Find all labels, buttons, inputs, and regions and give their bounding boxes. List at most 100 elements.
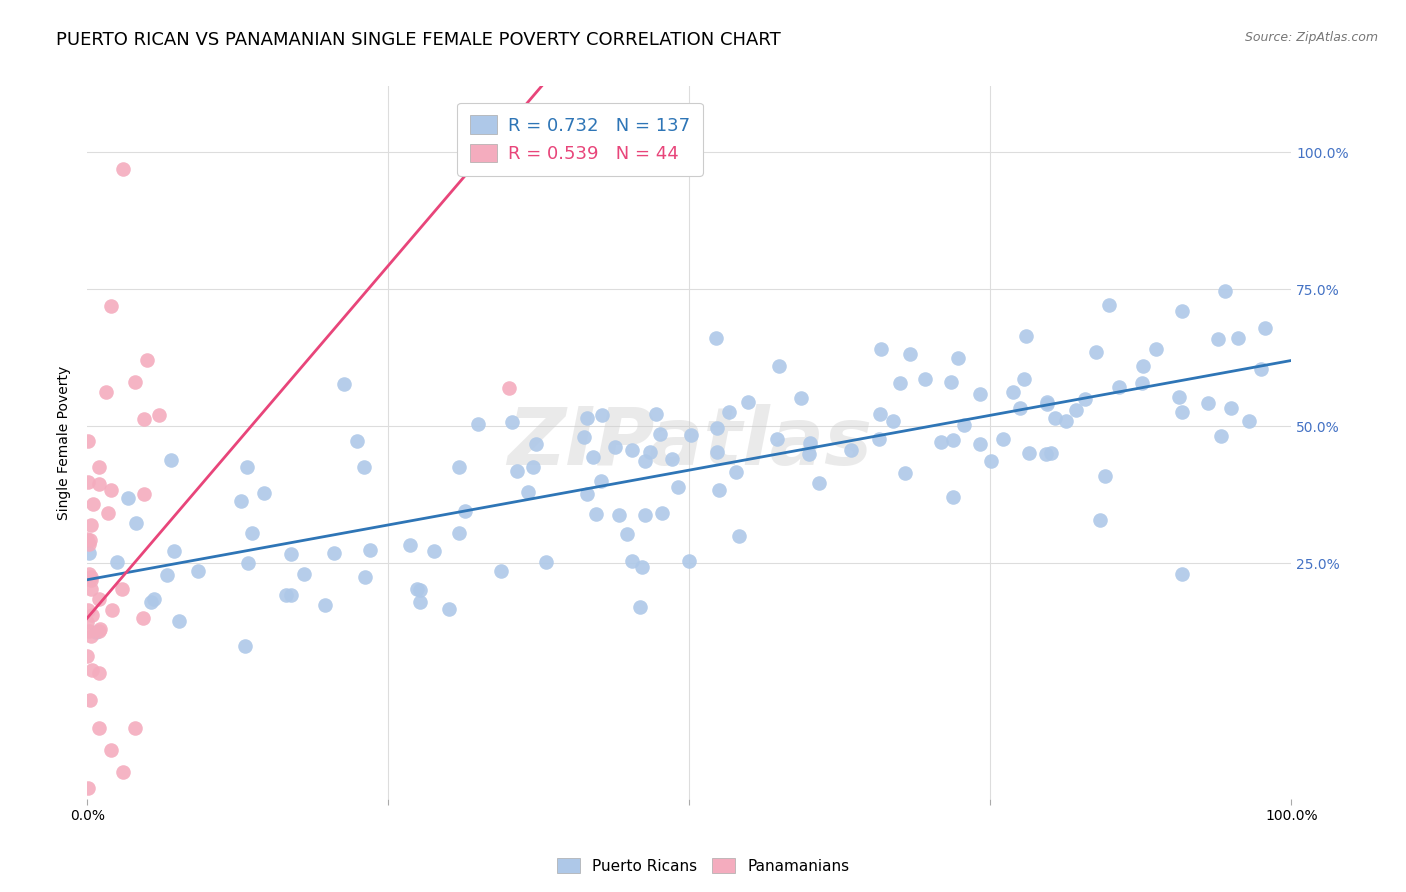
Point bbox=[112, 764, 135, 779]
Point bbox=[969, 437, 991, 451]
Point bbox=[353, 460, 375, 475]
Point bbox=[870, 343, 893, 357]
Point bbox=[132, 412, 155, 426]
Point bbox=[76, 649, 98, 664]
Point bbox=[648, 426, 671, 441]
Point bbox=[575, 411, 598, 425]
Point bbox=[359, 543, 381, 558]
Point bbox=[454, 504, 477, 518]
Point bbox=[765, 433, 787, 447]
Point bbox=[1064, 403, 1087, 417]
Point bbox=[589, 474, 612, 488]
Point bbox=[616, 526, 638, 541]
Point bbox=[155, 568, 177, 582]
Point bbox=[1171, 304, 1194, 318]
Point bbox=[76, 532, 98, 546]
Point bbox=[76, 434, 98, 449]
Point bbox=[1035, 447, 1057, 461]
Legend: R = 0.732   N = 137, R = 0.539   N = 44: R = 0.732 N = 137, R = 0.539 N = 44 bbox=[457, 103, 703, 176]
Point bbox=[591, 409, 613, 423]
Point bbox=[408, 595, 430, 609]
Point bbox=[585, 507, 607, 521]
Point bbox=[89, 721, 111, 735]
Point bbox=[799, 447, 821, 461]
Point bbox=[134, 486, 156, 500]
Point bbox=[333, 377, 356, 392]
Point bbox=[534, 555, 557, 569]
Point bbox=[235, 459, 257, 474]
Text: PUERTO RICAN VS PANAMANIAN SINGLE FEMALE POVERTY CORRELATION CHART: PUERTO RICAN VS PANAMANIAN SINGLE FEMALE… bbox=[56, 31, 780, 49]
Point bbox=[894, 466, 917, 480]
Point bbox=[678, 554, 700, 568]
Point bbox=[1074, 392, 1097, 406]
Point bbox=[167, 615, 190, 629]
Point bbox=[79, 693, 101, 707]
Point bbox=[640, 444, 662, 458]
Point bbox=[148, 409, 170, 423]
Point bbox=[322, 545, 344, 559]
Point bbox=[634, 508, 657, 522]
Point bbox=[467, 417, 489, 431]
Point bbox=[991, 432, 1014, 446]
Point bbox=[1010, 401, 1032, 415]
Point bbox=[1198, 396, 1220, 410]
Point bbox=[187, 564, 209, 578]
Point bbox=[124, 376, 146, 390]
Point bbox=[516, 485, 538, 500]
Point bbox=[574, 430, 596, 444]
Point bbox=[882, 414, 904, 428]
Point bbox=[620, 443, 643, 458]
Point bbox=[666, 480, 689, 494]
Point bbox=[808, 476, 831, 491]
Point bbox=[1012, 371, 1035, 385]
Point bbox=[100, 299, 122, 313]
Text: Source: ZipAtlas.com: Source: ZipAtlas.com bbox=[1244, 31, 1378, 45]
Point bbox=[77, 780, 100, 795]
Point bbox=[159, 453, 181, 467]
Point bbox=[233, 639, 256, 653]
Point bbox=[1211, 428, 1233, 442]
Point bbox=[869, 408, 891, 422]
Point bbox=[112, 161, 135, 176]
Point bbox=[84, 624, 107, 639]
Point bbox=[1015, 328, 1038, 343]
Point bbox=[582, 450, 605, 464]
Point bbox=[100, 742, 122, 756]
Point bbox=[280, 547, 302, 561]
Point bbox=[89, 624, 111, 639]
Point bbox=[1220, 401, 1243, 415]
Point bbox=[77, 537, 100, 551]
Point bbox=[1171, 405, 1194, 419]
Point bbox=[117, 491, 139, 505]
Point bbox=[706, 421, 728, 435]
Point bbox=[1130, 376, 1153, 391]
Point bbox=[607, 508, 630, 522]
Point bbox=[953, 417, 976, 432]
Point bbox=[89, 622, 111, 636]
Point bbox=[82, 607, 104, 622]
Point bbox=[489, 564, 512, 578]
Point bbox=[645, 407, 668, 421]
Point bbox=[143, 591, 166, 606]
Point bbox=[704, 331, 727, 345]
Point bbox=[1035, 395, 1057, 409]
Point bbox=[839, 443, 862, 458]
Point bbox=[706, 445, 728, 459]
Y-axis label: Single Female Poverty: Single Female Poverty bbox=[58, 366, 72, 520]
Point bbox=[768, 359, 790, 373]
Legend: Puerto Ricans, Panamanians: Puerto Ricans, Panamanians bbox=[551, 852, 855, 880]
Point bbox=[889, 376, 911, 391]
Point bbox=[868, 432, 890, 446]
Point bbox=[87, 592, 110, 607]
Point bbox=[1108, 380, 1130, 394]
Point bbox=[79, 533, 101, 548]
Point bbox=[661, 452, 683, 467]
Point bbox=[276, 588, 298, 602]
Point bbox=[80, 582, 103, 596]
Point bbox=[524, 437, 547, 451]
Point bbox=[1206, 332, 1229, 346]
Point bbox=[1040, 446, 1063, 460]
Point bbox=[139, 595, 162, 609]
Point bbox=[77, 624, 100, 638]
Point bbox=[111, 582, 134, 596]
